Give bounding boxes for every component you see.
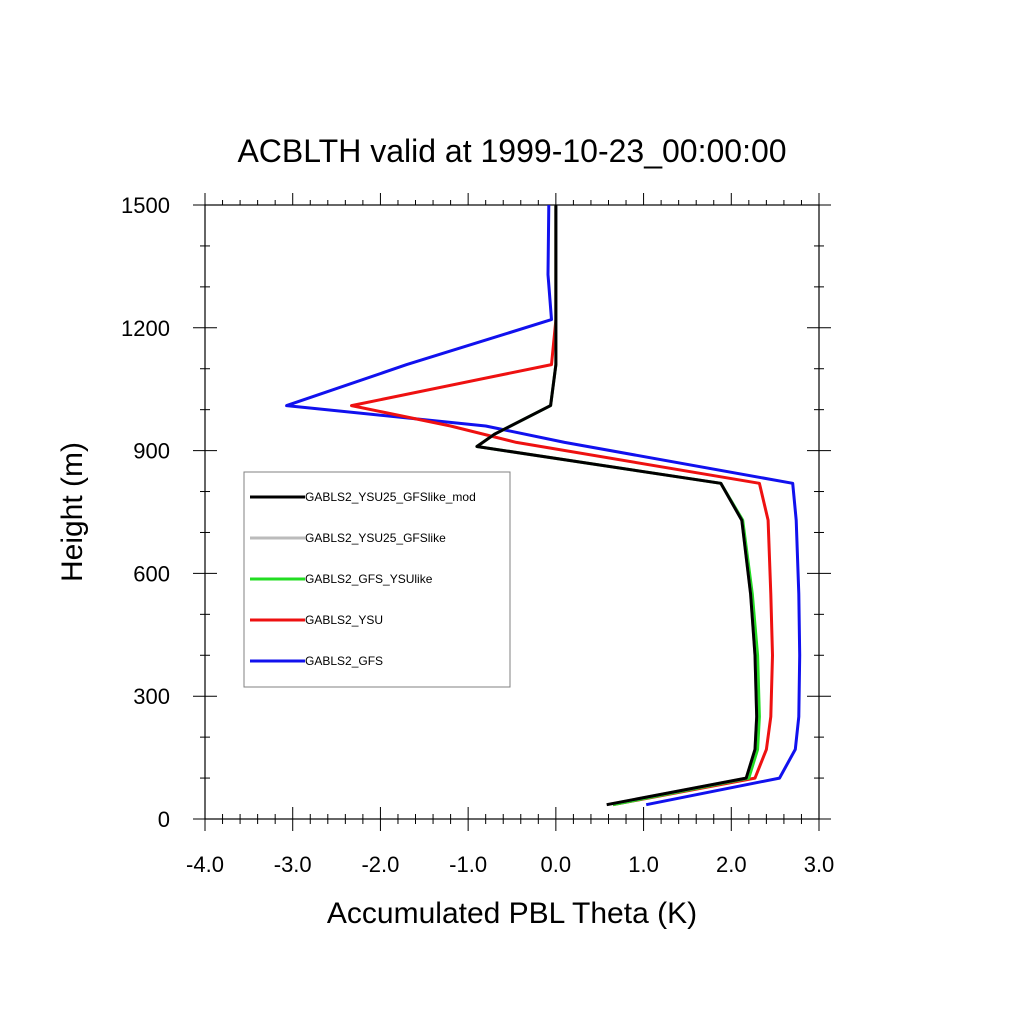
x-axis-label: Accumulated PBL Theta (K) [327, 897, 697, 930]
y-axis-label: Height (m) [56, 442, 89, 582]
axis-ticks [193, 193, 831, 831]
y-tick-label: 1200 [121, 316, 170, 341]
x-tick-label: 3.0 [804, 852, 835, 877]
legend-label: GABLS2_GFS_YSUlike [305, 572, 433, 586]
x-tick-label: -4.0 [186, 852, 224, 877]
x-tick-label: 2.0 [716, 852, 747, 877]
series-line [285, 204, 802, 807]
x-tick-label: 0.0 [541, 852, 572, 877]
legend: GABLS2_YSU25_GFSlike_mod GABLS2_YSU25_GFS… [243, 471, 511, 688]
legend-items: GABLS2_YSU25_GFSlike_mod GABLS2_YSU25_GFS… [250, 490, 476, 668]
y-tick-label: 600 [133, 561, 170, 586]
y-tick-label: 300 [133, 684, 170, 709]
plot-frame [204, 204, 820, 820]
chart-title: ACBLTH valid at 1999-10-23_00:00:00 [237, 133, 786, 169]
legend-label: GABLS2_YSU25_GFSlike [305, 531, 446, 545]
series-line [475, 205, 761, 807]
series-lines [285, 204, 802, 807]
legend-label: GABLS2_YSU [305, 613, 383, 627]
legend-label: GABLS2_YSU25_GFSlike_mod [305, 490, 476, 504]
y-tick-label: 900 [133, 439, 170, 464]
x-tick-labels: -4.0 -3.0 -2.0 -1.0 0.0 1.0 2.0 3.0 [186, 852, 834, 877]
series-line [350, 205, 774, 807]
series-line [475, 205, 759, 807]
y-tick-label: 0 [158, 807, 170, 832]
y-tick-label: 1500 [121, 193, 170, 218]
x-tick-label: -2.0 [361, 852, 399, 877]
legend-label: GABLS2_GFS [305, 654, 383, 668]
x-tick-label: 1.0 [628, 852, 659, 877]
x-tick-label: -3.0 [274, 852, 312, 877]
series-line [475, 205, 759, 807]
y-tick-labels: 0 300 600 900 1200 1500 [121, 193, 170, 832]
x-tick-label: -1.0 [449, 852, 487, 877]
